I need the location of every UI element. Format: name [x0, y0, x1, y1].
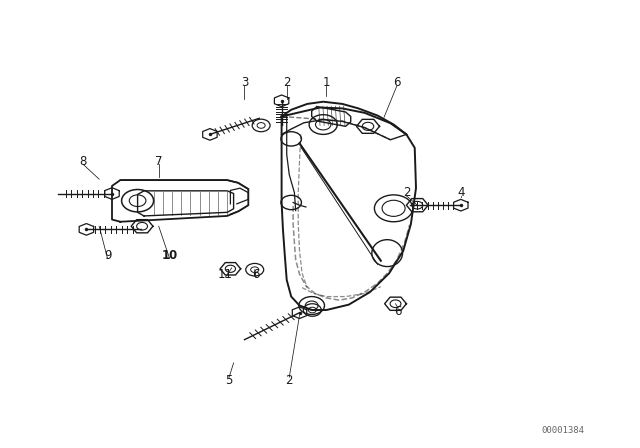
Text: 9: 9 [104, 249, 111, 262]
Text: 4: 4 [457, 186, 465, 199]
Text: 5: 5 [225, 374, 233, 388]
Text: 7: 7 [155, 155, 163, 168]
Text: 1: 1 [323, 76, 330, 90]
Text: 6: 6 [252, 267, 260, 281]
Text: 00001384: 00001384 [541, 426, 585, 435]
Text: 6: 6 [394, 305, 402, 318]
Text: 3: 3 [241, 76, 248, 90]
Text: 8: 8 [79, 155, 87, 168]
Text: 11: 11 [218, 267, 233, 281]
Text: 6: 6 [393, 76, 401, 90]
Text: 2: 2 [283, 76, 291, 90]
Text: 10: 10 [161, 249, 178, 262]
Text: 2: 2 [403, 186, 410, 199]
Text: 2: 2 [285, 374, 293, 388]
